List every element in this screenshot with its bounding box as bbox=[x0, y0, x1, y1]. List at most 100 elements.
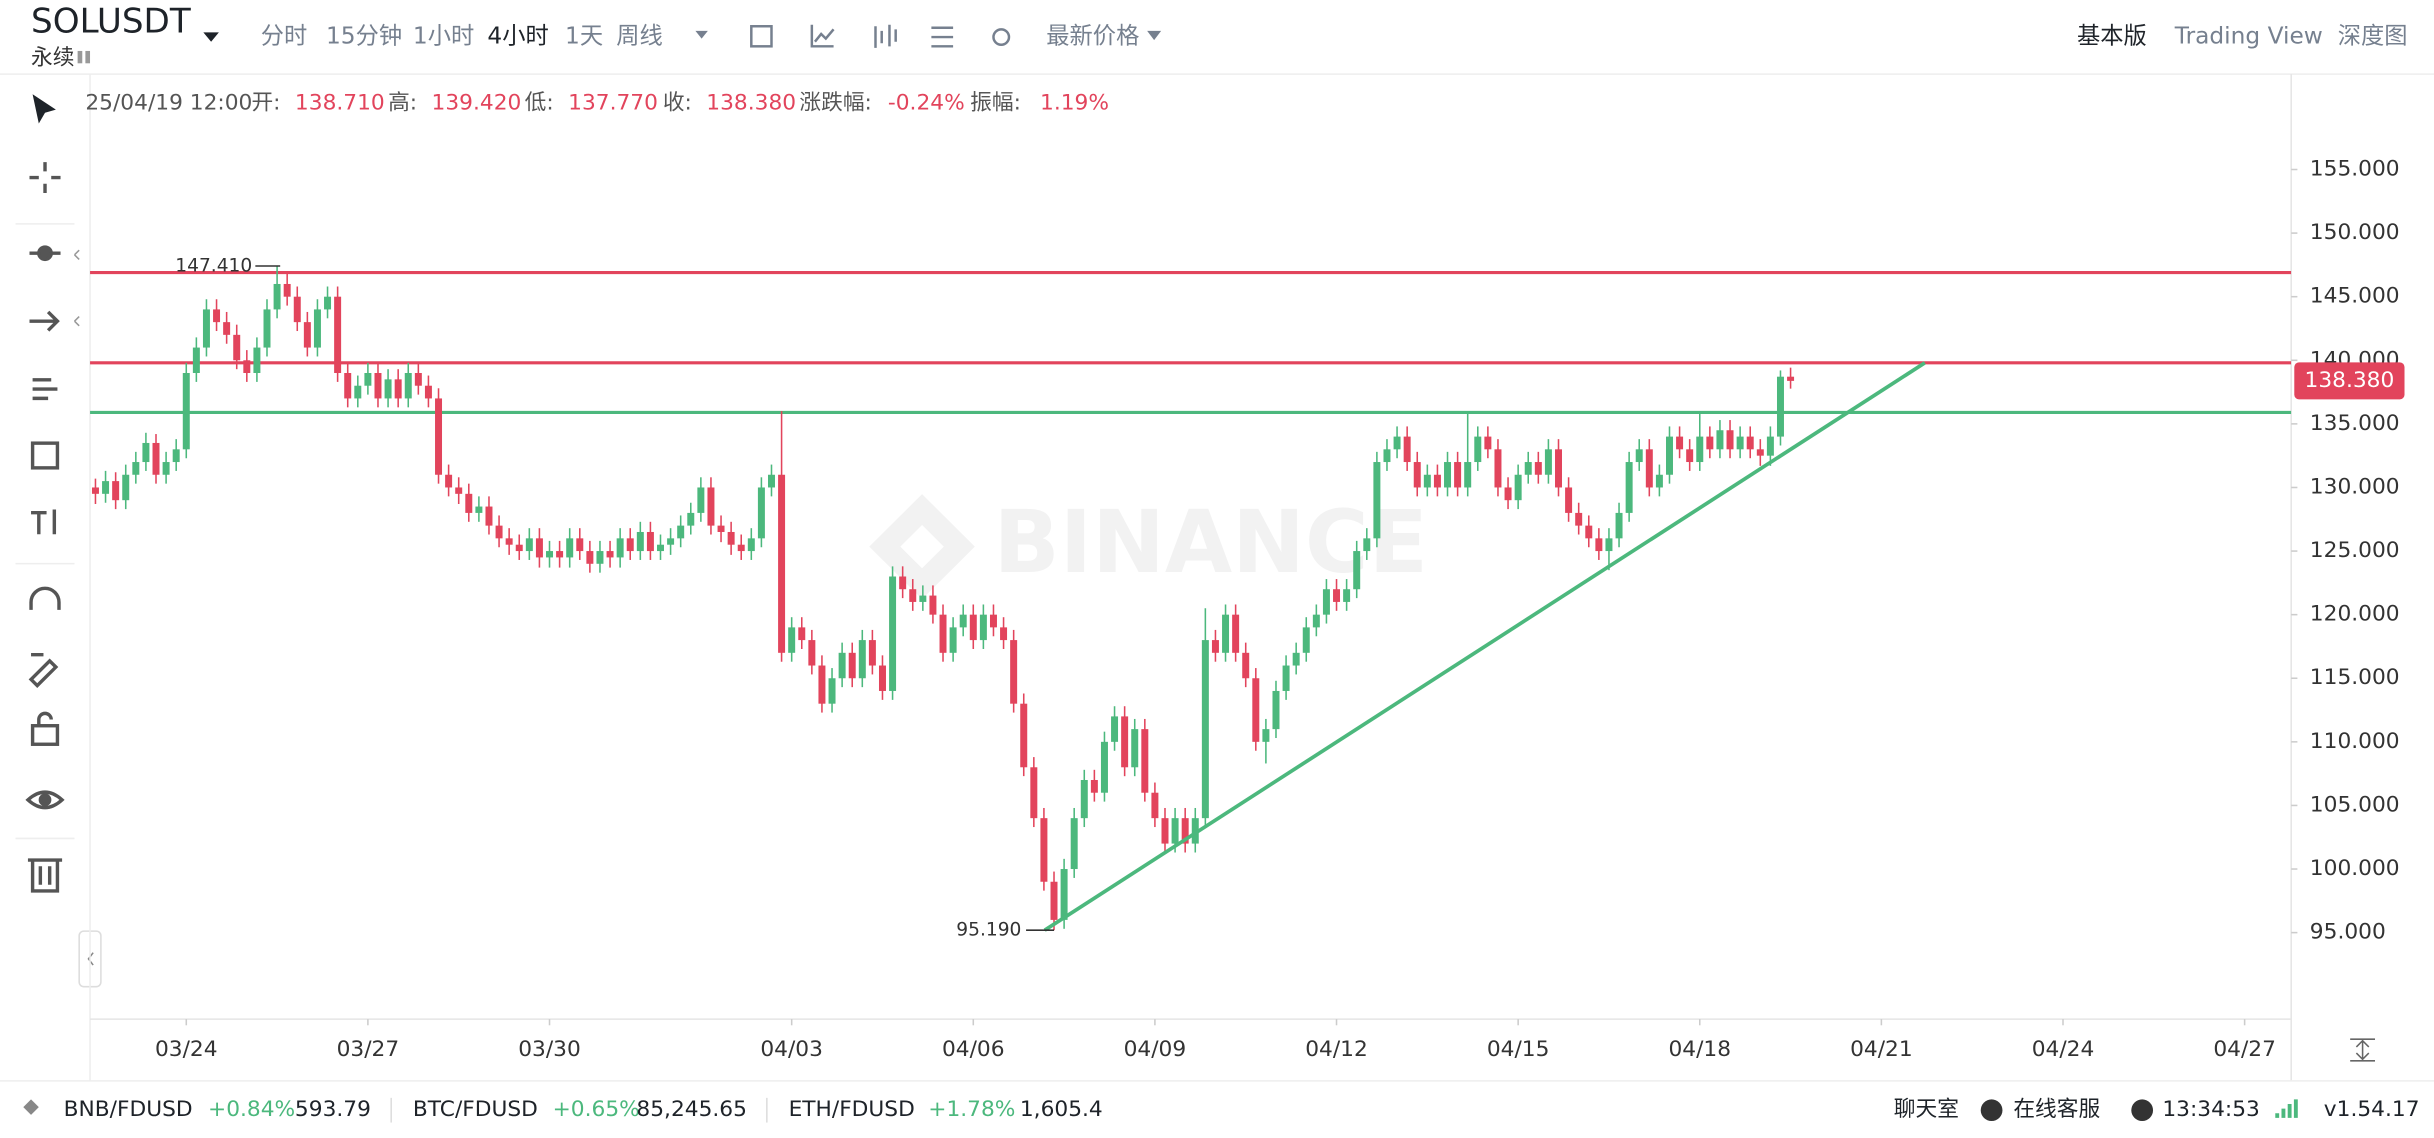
x-tick-label: 04/06 bbox=[942, 1037, 1005, 1062]
submenu-caret[interactable] bbox=[73, 315, 80, 327]
candle-body bbox=[1282, 665, 1290, 691]
view-tab[interactable]: 深度图 bbox=[2338, 23, 2408, 50]
info-value: 138.380 bbox=[706, 90, 796, 115]
indicator-icon[interactable] bbox=[810, 24, 835, 48]
candle-body bbox=[1696, 436, 1704, 463]
candle-body bbox=[1121, 716, 1129, 768]
candle-body bbox=[1504, 487, 1512, 501]
edit-tool[interactable] bbox=[28, 652, 59, 688]
interval-tab[interactable]: 1天 bbox=[565, 23, 603, 50]
contract-type: 永续 bbox=[31, 46, 74, 71]
support-link[interactable]: 在线客服 bbox=[2013, 1097, 2100, 1122]
interval-tab[interactable]: 周线 bbox=[616, 23, 663, 50]
candle-body bbox=[112, 481, 120, 501]
symbol-caret[interactable] bbox=[203, 32, 219, 42]
candle-body bbox=[1363, 538, 1371, 552]
candle-body bbox=[878, 665, 886, 691]
candle-body bbox=[1343, 589, 1351, 602]
price-type[interactable]: 最新价格 bbox=[1046, 23, 1139, 50]
ticker-change: +0.65% bbox=[553, 1097, 640, 1122]
text-tool[interactable] bbox=[31, 509, 57, 535]
x-tick-label: 03/27 bbox=[337, 1037, 400, 1062]
candle-body bbox=[1090, 779, 1098, 793]
auto-scale[interactable] bbox=[2350, 1038, 2376, 1062]
candle-body bbox=[1302, 627, 1310, 653]
interval-more[interactable] bbox=[695, 30, 708, 39]
help-icon bbox=[1980, 1099, 2003, 1122]
ticker-pair[interactable]: ETH/FDUSD bbox=[789, 1097, 915, 1122]
view-tab-active[interactable]: 基本版 bbox=[2077, 23, 2147, 50]
candle-body bbox=[1706, 436, 1714, 450]
candle-body bbox=[1766, 436, 1774, 456]
chat-link[interactable]: 聊天室 bbox=[1894, 1097, 1959, 1122]
crosshair-tool[interactable] bbox=[29, 162, 61, 194]
shape-tool[interactable] bbox=[30, 441, 60, 470]
candle-body bbox=[1575, 512, 1583, 526]
candle-body bbox=[344, 373, 352, 399]
candle-body bbox=[1141, 729, 1149, 793]
candle-body bbox=[1433, 474, 1441, 488]
info-label: 低: bbox=[525, 90, 554, 115]
candle-body bbox=[192, 347, 200, 374]
candle-body bbox=[1484, 436, 1492, 450]
candle-body bbox=[1736, 436, 1744, 450]
watermark: BINANCE bbox=[869, 493, 1428, 600]
candle-body bbox=[616, 538, 624, 558]
magnet-tool[interactable] bbox=[29, 586, 61, 610]
candle-body bbox=[1151, 792, 1159, 819]
candle-body bbox=[1272, 690, 1280, 730]
fib-tool[interactable] bbox=[32, 378, 58, 401]
view-tab[interactable]: Trading View bbox=[2174, 23, 2323, 50]
symbol[interactable]: SOLUSDT bbox=[31, 2, 191, 42]
candle-body bbox=[495, 525, 503, 539]
lock-tool[interactable] bbox=[30, 724, 60, 746]
candle-body bbox=[152, 442, 160, 475]
ticker-price: 85,245.65 bbox=[636, 1097, 747, 1122]
candle-body bbox=[667, 538, 675, 545]
interval-tab[interactable]: 15分钟 bbox=[326, 23, 402, 50]
candle-body bbox=[1403, 436, 1411, 463]
interval-tab[interactable]: 1小时 bbox=[413, 23, 474, 50]
cursor-tool[interactable] bbox=[32, 94, 56, 124]
chart-type-icon[interactable] bbox=[874, 24, 897, 48]
x-tick-label: 04/27 bbox=[2213, 1037, 2276, 1062]
candle-body bbox=[778, 474, 786, 653]
ticker-pair[interactable]: BTC/FDUSD bbox=[413, 1097, 538, 1122]
candle-body bbox=[213, 309, 221, 323]
info-value: 139.420 bbox=[432, 90, 522, 115]
calendar-icon[interactable] bbox=[750, 25, 773, 48]
x-tick-label: 04/03 bbox=[760, 1037, 823, 1062]
ticker-pair[interactable]: BNB/FDUSD bbox=[64, 1097, 193, 1122]
x-tick-label: 04/18 bbox=[1668, 1037, 1731, 1062]
candle-body bbox=[1464, 462, 1472, 488]
candle-body bbox=[1171, 818, 1179, 844]
template-icon[interactable] bbox=[931, 26, 954, 48]
interval-tab[interactable]: 分时 bbox=[261, 23, 308, 50]
candle-body bbox=[1080, 779, 1088, 819]
visibility-tool[interactable] bbox=[25, 790, 65, 810]
candle-body bbox=[1232, 614, 1240, 653]
submenu-caret[interactable] bbox=[73, 249, 80, 260]
contract-icon bbox=[77, 50, 83, 64]
interval-tab-active[interactable]: 4小时 bbox=[487, 23, 548, 50]
settings-icon[interactable] bbox=[992, 28, 1011, 47]
candle-body bbox=[1070, 818, 1078, 870]
candle-body bbox=[828, 678, 836, 704]
candle-body bbox=[404, 373, 412, 399]
arrow-tool[interactable] bbox=[29, 310, 60, 332]
candle-body bbox=[364, 373, 372, 386]
candle-body bbox=[697, 487, 705, 513]
candle-body bbox=[263, 309, 271, 348]
candle-body bbox=[172, 449, 180, 463]
candle-body bbox=[657, 544, 664, 552]
delete-tool[interactable] bbox=[27, 858, 63, 893]
candle-body bbox=[646, 531, 654, 552]
price-type-caret[interactable] bbox=[1147, 30, 1162, 41]
info-value: 1.19% bbox=[1040, 90, 1109, 115]
candle-body bbox=[455, 487, 463, 494]
candle-body bbox=[1625, 462, 1633, 513]
candle-body bbox=[566, 538, 574, 558]
candle-body bbox=[1292, 652, 1300, 666]
candle-body bbox=[848, 652, 856, 679]
candle-body bbox=[919, 595, 927, 602]
